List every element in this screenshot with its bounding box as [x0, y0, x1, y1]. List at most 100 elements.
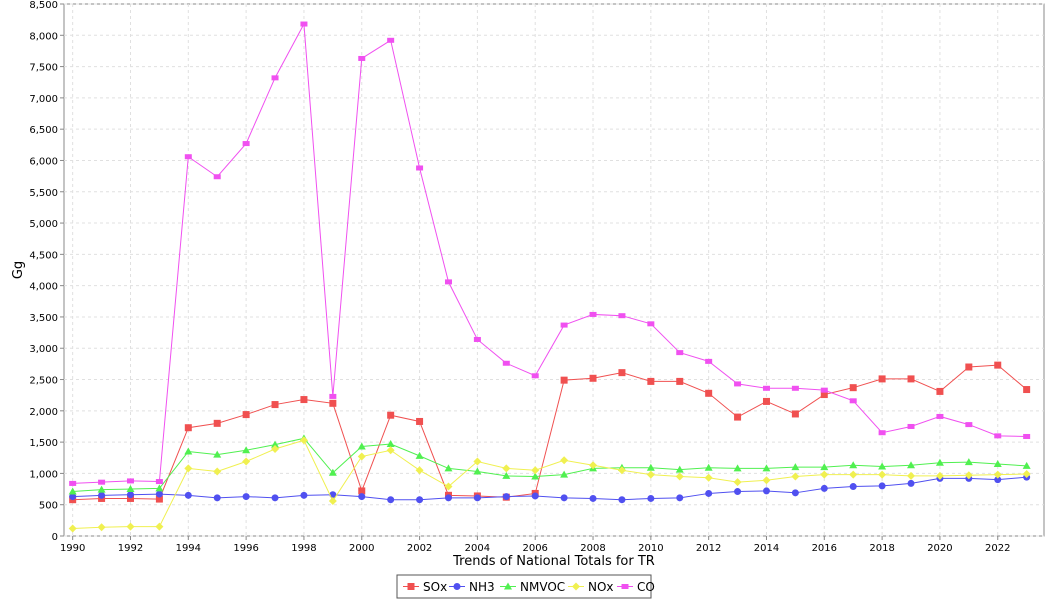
- data-point-nmvoc: [184, 447, 193, 455]
- legend-label: SOx: [423, 580, 447, 594]
- data-point-nox: [849, 470, 858, 479]
- data-point-nox: [560, 456, 569, 465]
- data-point-nh3: [705, 489, 713, 497]
- series-line-sox: [72, 364, 1027, 501]
- data-point-sox: [155, 495, 163, 503]
- data-point-co: [907, 423, 915, 429]
- y-tick-label: 6,000: [29, 156, 58, 167]
- data-point-nmvoc: [704, 463, 713, 471]
- data-point-nox: [68, 524, 77, 533]
- legend-box: [396, 574, 652, 599]
- data-point-sox: [676, 377, 684, 385]
- data-point-nmvoc: [68, 487, 77, 495]
- data-point-co: [98, 479, 106, 485]
- legend-item-nox: NOx: [568, 580, 614, 594]
- data-point-nox: [357, 452, 366, 461]
- series-group: [68, 21, 1031, 533]
- data-point-nox: [1022, 470, 1031, 479]
- data-point-nox: [213, 467, 222, 476]
- data-point-nmvoc: [878, 462, 887, 470]
- data-point-sox: [358, 487, 366, 495]
- legend-item-sox: SOx: [403, 580, 447, 594]
- y-tick-label: 0: [52, 532, 58, 543]
- data-point-co: [762, 385, 770, 391]
- x-tick-label: 2012: [696, 543, 721, 554]
- data-point-co: [155, 479, 163, 485]
- data-point-nh3: [444, 494, 452, 502]
- data-point-co: [242, 141, 250, 147]
- data-point-sox: [820, 391, 828, 399]
- data-point-nh3: [155, 490, 163, 498]
- data-point-nmvoc: [935, 458, 944, 466]
- data-point-co: [271, 75, 279, 81]
- legend-label: CO: [637, 580, 655, 594]
- legend-item-nh3: NH3: [449, 580, 495, 594]
- legend-swatch-marker: [621, 584, 629, 589]
- data-point-nox: [531, 466, 540, 475]
- data-point-nmvoc: [791, 463, 800, 471]
- data-point-co: [329, 393, 337, 399]
- legend-label: NOx: [588, 580, 614, 594]
- data-point-sox: [416, 417, 424, 425]
- data-point-nox: [242, 457, 251, 466]
- data-point-nh3: [791, 489, 799, 497]
- x-tick-label: 2020: [927, 543, 952, 554]
- data-point-co: [1023, 433, 1031, 439]
- data-point-nmvoc: [964, 458, 973, 466]
- data-point-nox: [907, 471, 916, 480]
- data-point-sox: [965, 363, 973, 371]
- x-tick-label: 2006: [522, 543, 547, 554]
- y-tick-label: 2,000: [29, 407, 58, 418]
- data-point-nmvoc: [97, 485, 106, 493]
- series-line-nmvoc: [72, 437, 1027, 493]
- x-tick-label: 2018: [869, 543, 894, 554]
- y-tick-label: 4,000: [29, 282, 58, 293]
- data-point-nmvoc: [820, 463, 829, 471]
- data-point-sox: [936, 387, 944, 395]
- data-point-nh3: [98, 491, 106, 499]
- data-point-sox: [791, 410, 799, 418]
- data-point-co: [531, 373, 539, 379]
- x-tick-label: 1992: [118, 543, 143, 554]
- y-tick-label: 6,500: [29, 125, 58, 136]
- x-tick-label: 2022: [985, 543, 1010, 554]
- data-point-nh3: [676, 494, 684, 502]
- data-point-sox: [849, 384, 857, 392]
- data-point-nox: [415, 466, 424, 475]
- x-tick-label: 2000: [349, 543, 374, 554]
- data-point-nh3: [849, 483, 857, 491]
- series-line-nox: [72, 439, 1027, 529]
- legend-label: NMVOC: [520, 580, 565, 594]
- data-point-nh3: [300, 491, 308, 499]
- data-point-sox: [734, 413, 742, 421]
- data-point-nmvoc: [155, 484, 164, 492]
- data-point-co: [994, 433, 1002, 439]
- data-point-nh3: [184, 491, 192, 499]
- data-point-nox: [328, 496, 337, 505]
- data-point-nox: [473, 457, 482, 466]
- data-point-co: [589, 311, 597, 317]
- legend: SOx NH3 NMVOC NOx CO: [396, 574, 655, 599]
- data-point-nox: [878, 470, 887, 479]
- series-line-co: [72, 22, 1027, 484]
- data-point-nh3: [213, 494, 221, 502]
- data-point-nmvoc: [271, 440, 280, 448]
- data-point-nh3: [502, 493, 510, 501]
- y-tick-label: 5,000: [29, 219, 58, 230]
- series-co: [69, 21, 1031, 486]
- x-axis-label: Trends of National Totals for TR: [452, 554, 655, 569]
- legend-swatch-marker: [453, 583, 461, 590]
- data-point-sox: [589, 374, 597, 382]
- data-point-co: [705, 358, 713, 364]
- x-tick-label: 2008: [580, 543, 605, 554]
- data-point-sox: [705, 389, 713, 397]
- data-point-nox: [126, 522, 135, 531]
- x-tick-label: 1990: [60, 543, 85, 554]
- data-point-sox: [242, 411, 250, 419]
- data-point-nh3: [589, 494, 597, 502]
- y-tick-label: 3,000: [29, 344, 58, 355]
- data-point-sox: [300, 396, 308, 404]
- data-point-co: [618, 313, 626, 319]
- data-point-nh3: [994, 476, 1002, 484]
- data-point-nox: [444, 482, 453, 491]
